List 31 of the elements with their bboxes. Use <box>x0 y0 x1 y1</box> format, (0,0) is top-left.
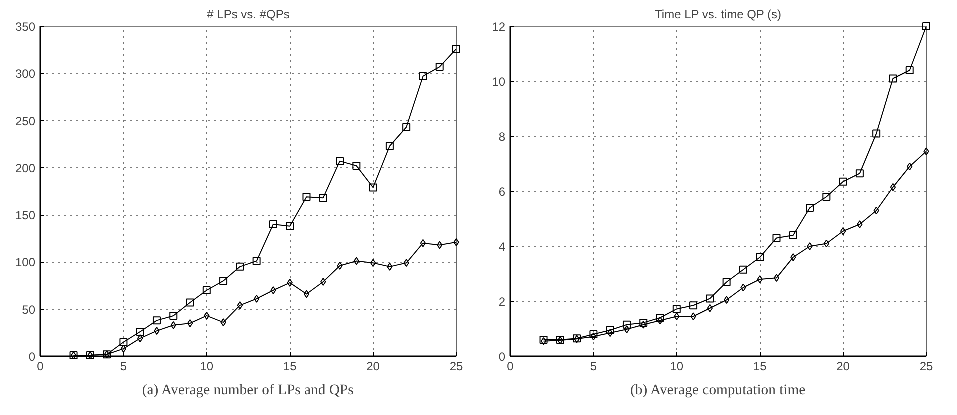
y-tick-label: 0 <box>28 350 36 364</box>
y-tick-label: 100 <box>15 256 36 270</box>
chart-title: Time LP vs. time QP (s) <box>655 8 782 22</box>
y-tick-label: 200 <box>15 161 36 176</box>
y-tick-label: 250 <box>15 114 36 128</box>
text: (a) Average number of LPs and QPs <box>142 382 354 398</box>
x-tick-label: 20 <box>836 360 850 374</box>
x-tick-label: 15 <box>753 360 768 374</box>
x-tick-label: 20 <box>366 360 380 374</box>
y-tick-label: 10 <box>492 75 506 89</box>
text: (b) Average computation time <box>630 382 806 398</box>
x-tick-label: 5 <box>120 360 128 374</box>
chart-title: # LPs vs. #QPs <box>207 8 290 22</box>
x-tick-label: 0 <box>507 360 514 374</box>
y-tick-label: 4 <box>498 240 506 254</box>
x-tick-label: 5 <box>590 360 598 374</box>
y-tick-label: 350 <box>15 20 36 34</box>
x-tick-label: 15 <box>283 360 298 374</box>
x-tick-label: 10 <box>200 360 214 374</box>
x-tick-label: 25 <box>920 360 934 374</box>
y-tick-label: 0 <box>498 350 506 364</box>
x-tick-label: 0 <box>37 360 44 374</box>
y-tick-label: 150 <box>15 208 36 223</box>
y-tick-label: 8 <box>498 130 506 144</box>
x-tick-label: 25 <box>450 360 464 374</box>
y-tick-label: 2 <box>498 295 506 309</box>
y-tick-label: 50 <box>22 302 36 317</box>
y-tick-label: 300 <box>15 67 36 82</box>
y-tick-label: 6 <box>498 185 506 199</box>
y-tick-label: 12 <box>492 20 506 34</box>
x-tick-label: 10 <box>670 360 684 374</box>
